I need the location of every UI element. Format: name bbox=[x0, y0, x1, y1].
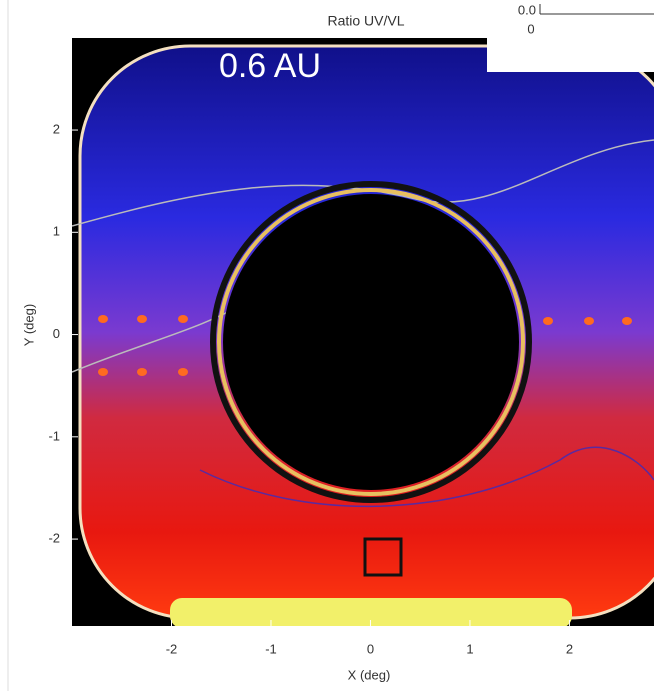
chart-title: Ratio UV/VL bbox=[327, 13, 404, 29]
occulter bbox=[223, 194, 519, 490]
x-tick-label: 0 bbox=[367, 641, 374, 656]
occulter-halo bbox=[217, 188, 525, 496]
contour bbox=[199, 446, 654, 507]
y-tick-label: -1 bbox=[48, 428, 60, 443]
bright-band bbox=[170, 598, 572, 626]
inset-y-tick-label: 0.0 bbox=[518, 2, 536, 17]
y-axis-label: Y (deg) bbox=[21, 304, 36, 346]
annotation: 0.6 AU bbox=[219, 47, 321, 85]
x-tick-label: 2 bbox=[566, 641, 573, 656]
x-tick-label: -2 bbox=[166, 641, 178, 656]
heatmap bbox=[72, 38, 654, 626]
occulter-ring bbox=[210, 181, 532, 503]
y-tick-label: 0 bbox=[53, 326, 60, 341]
y-tick-label: 2 bbox=[53, 121, 60, 136]
marker-dots bbox=[98, 315, 632, 376]
x-tick-label: 1 bbox=[466, 641, 473, 656]
y-tick-label: 1 bbox=[53, 224, 60, 239]
y-tick-label: -2 bbox=[48, 531, 60, 546]
inset-panel bbox=[487, 0, 654, 72]
x-axis-label: X (deg) bbox=[348, 667, 391, 682]
inset-x-tick-label: 0 bbox=[527, 21, 534, 36]
x-tick-label: -1 bbox=[265, 641, 277, 656]
region-box bbox=[363, 537, 403, 577]
